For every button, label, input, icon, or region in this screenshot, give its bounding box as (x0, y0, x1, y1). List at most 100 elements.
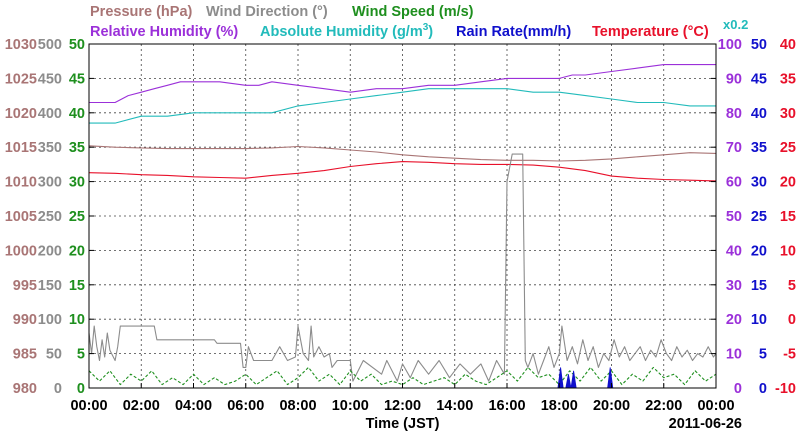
y-tick-label-temperature: 35 (780, 71, 796, 87)
y-tick-label-humidity: 100 (718, 37, 742, 53)
y-tick-label-temperature: 10 (780, 243, 796, 259)
x-tick-label: 20:00 (593, 398, 630, 414)
series-relative-humidity (89, 64, 716, 104)
series-pressure-hpa (88, 145, 717, 162)
x-tick-label: 04:00 (175, 398, 212, 414)
y-tick-label-wind-direction: 450 (38, 71, 62, 87)
y-tick-label-humidity: 10 (726, 347, 742, 363)
y-tick-label-temperature: 25 (780, 140, 796, 156)
legend-label: Relative Humidity (%) (90, 24, 238, 40)
y-tick-label-pressure: 1025 (5, 71, 37, 87)
y-tick-label-humidity: 70 (726, 140, 742, 156)
y-tick-label-wind-direction: 250 (38, 209, 62, 225)
scale-note: x0.2 (723, 17, 748, 32)
y-tick-label-rain-rate: 10 (751, 312, 767, 328)
y-tick-label-humidity: 40 (726, 243, 742, 259)
y-tick-label-pressure: 995 (13, 278, 37, 294)
y-tick-label-wind-speed: 30 (69, 175, 85, 191)
y-tick-label-rain-rate: 0 (759, 381, 767, 397)
x-tick-label: 22:00 (645, 398, 682, 414)
y-tick-label-wind-speed: 10 (69, 312, 85, 328)
y-tick-label-rain-rate: 40 (751, 106, 767, 122)
y-tick-label-rain-rate: 5 (759, 347, 767, 363)
y-tick-label-pressure: 1010 (5, 175, 37, 191)
legend-label: Absolute Humidity (g/m3) (260, 22, 433, 40)
y-tick-label-temperature: -10 (775, 381, 796, 397)
y-tick-label-wind-direction: 100 (38, 312, 62, 328)
x-axis-label: Time (JST) (366, 416, 440, 432)
y-tick-label-temperature: 15 (780, 209, 796, 225)
y-tick-label-wind-speed: 35 (69, 140, 85, 156)
y-tick-label-wind-speed: 5 (77, 347, 85, 363)
x-tick-label: 00:00 (697, 398, 734, 414)
y-tick-label-humidity: 60 (726, 175, 742, 191)
y-tick-label-temperature: 20 (780, 175, 796, 191)
y-tick-label-temperature: 0 (788, 312, 796, 328)
date-label: 2011-06-26 (669, 416, 742, 432)
x-tick-label: 00:00 (70, 398, 107, 414)
x-tick-label: 14:00 (436, 398, 473, 414)
y-tick-label-temperature: 5 (788, 278, 796, 294)
y-tick-label-rain-rate: 15 (751, 278, 767, 294)
y-tick-label-humidity: 90 (726, 71, 742, 87)
legend-label-tail: ) (428, 24, 433, 40)
y-tick-label-wind-speed: 0 (77, 381, 85, 397)
y-tick-label-wind-speed: 40 (69, 106, 85, 122)
y-tick-label-pressure: 1020 (5, 106, 37, 122)
y-tick-label-wind-direction: 150 (38, 278, 62, 294)
y-tick-label-wind-direction: 0 (54, 381, 62, 397)
y-tick-label-wind-direction: 400 (38, 106, 62, 122)
y-tick-label-wind-speed: 20 (69, 243, 85, 259)
y-tick-label-rain-rate: 20 (751, 243, 767, 259)
legend-label-text: Absolute Humidity (g/m (260, 24, 423, 40)
legend-label-text: Temperature (°C) (592, 24, 709, 40)
y-tick-label-wind-speed: 45 (69, 71, 85, 87)
series-wind-speed-m-s (88, 366, 717, 386)
legend-label-text: Rain Rate(mm/h) (456, 24, 571, 40)
x-tick-label: 12:00 (384, 398, 421, 414)
y-tick-label-wind-direction: 300 (38, 175, 62, 191)
legend-label: Temperature (°C) (592, 24, 709, 40)
x-tick-label: 08:00 (279, 398, 316, 414)
series-temperature-c (88, 161, 717, 182)
x-tick-label: 06:00 (227, 398, 264, 414)
y-tick-label-pressure: 985 (13, 347, 37, 363)
series-absolute-humidity-g-m3 (89, 88, 716, 124)
y-tick-label-rain-rate: 30 (751, 175, 767, 191)
series-group (88, 64, 717, 389)
legend-label-text: Relative Humidity (%) (90, 24, 238, 40)
x-tick-label: 02:00 (123, 398, 160, 414)
y-tick-label-wind-direction: 350 (38, 140, 62, 156)
chart-header: Pressure (hPa) Wind Direction (°) Wind Spe… (90, 4, 748, 40)
y-tick-label-wind-speed: 15 (69, 278, 85, 294)
y-tick-label-wind-direction: 200 (38, 243, 62, 259)
y-tick-label-pressure: 1015 (5, 140, 37, 156)
legend-label: Wind Speed (m/s) (352, 4, 474, 20)
y-tick-label-humidity: 20 (726, 312, 742, 328)
y-tick-label-humidity: 50 (726, 209, 742, 225)
legend-label-sup: 3 (423, 22, 429, 33)
y-tick-label-pressure: 990 (13, 312, 37, 328)
y-tick-label-pressure: 1005 (5, 209, 37, 225)
x-tick-label: 10:00 (332, 398, 369, 414)
x-tick-label: 18:00 (541, 398, 578, 414)
y-tick-label-humidity: 30 (726, 278, 742, 294)
y-tick-label-rain-rate: 25 (751, 209, 767, 225)
y-tick-label-humidity: 80 (726, 106, 742, 122)
y-tick-label-rain-rate: 35 (751, 140, 767, 156)
axes-group: 1030102510201015101010051000995990985980… (5, 37, 796, 397)
legend-label: Wind Direction (°) (206, 4, 328, 20)
y-tick-label-wind-direction: 50 (46, 347, 62, 363)
y-tick-label-wind-speed: 50 (69, 37, 85, 53)
legend-label: Rain Rate(mm/h) (456, 24, 571, 40)
y-tick-label-temperature: 30 (780, 106, 796, 122)
y-tick-label-wind-speed: 25 (69, 209, 85, 225)
y-tick-label-temperature: 40 (780, 37, 796, 53)
x-axis: 00:00 02:00 04:00 06:00 08:00 10:00 12:00 14:00… (70, 383, 742, 432)
y-tick-label-pressure: 980 (13, 381, 37, 397)
y-tick-label-pressure: 1030 (5, 37, 37, 53)
x-tick-label: 16:00 (488, 398, 525, 414)
y-tick-label-pressure: 1000 (5, 243, 37, 259)
